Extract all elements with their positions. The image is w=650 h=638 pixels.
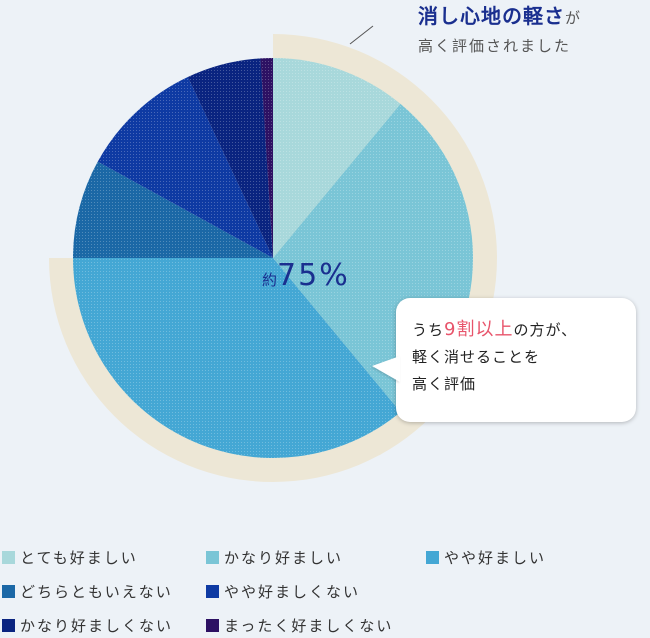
pie-slice-texture-7 (260, 58, 273, 258)
chart-title-block: 消し心地の軽さが 高く評価されました (418, 0, 581, 56)
pie-slice-texture-6 (187, 58, 273, 258)
pie-slice-texture-4 (73, 161, 273, 258)
pie-slices (73, 58, 473, 458)
pie-slice-texture-1 (273, 58, 401, 258)
pie-slice-texture-3 (73, 258, 401, 458)
callout-line-1: うち9割以上の方が、 (412, 319, 578, 340)
pie-slice-texture-5 (97, 77, 273, 258)
callout-line-2: 軽く消せることを (412, 348, 541, 366)
callout-tail (372, 356, 400, 382)
callout-line-3: 高く評価 (412, 375, 477, 393)
callout-bubble (396, 298, 636, 422)
chart-title-suffix: が (565, 9, 582, 27)
center-label-prefix: 約 (262, 271, 278, 289)
callout-highlight: 9割以上 (444, 319, 514, 340)
center-label-value: 75% (277, 258, 350, 293)
title-leader-line (349, 25, 374, 45)
chart-title: 消し心地の軽さが (418, 4, 582, 28)
center-label: 約75% (262, 258, 350, 293)
callout-text: うち9割以上の方が、 軽く消せることを 高く評価 (412, 316, 577, 398)
chart-subtitle: 高く評価されました (418, 37, 572, 55)
